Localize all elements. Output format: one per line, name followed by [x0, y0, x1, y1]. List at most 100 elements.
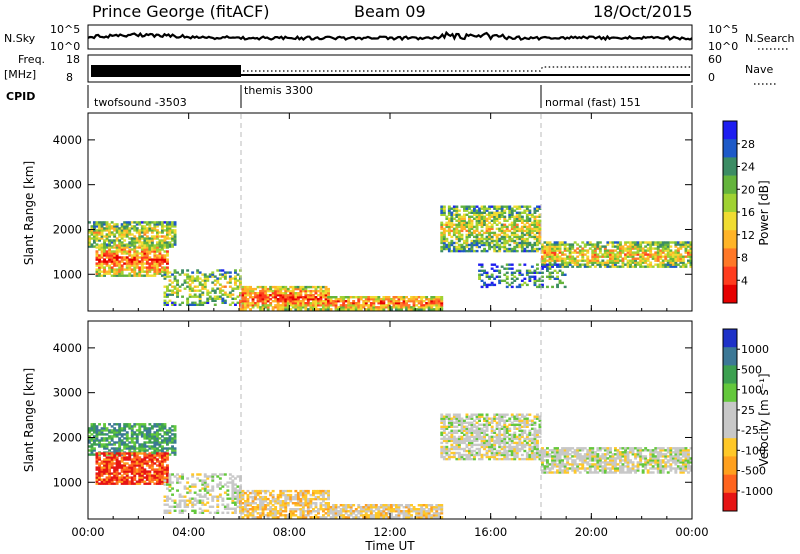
velocity-cell: [163, 511, 167, 514]
power-cell: [314, 300, 318, 303]
velocity-cell: [465, 449, 469, 453]
velocity-cell: [289, 514, 293, 517]
power-cell: [432, 296, 436, 299]
power-cell: [478, 273, 481, 276]
power-cell: [239, 281, 242, 284]
power-cell: [115, 260, 119, 263]
velocity-cell: [397, 504, 401, 507]
power-cell: [455, 225, 459, 229]
power-cell: [130, 227, 134, 230]
velocity-cell: [447, 425, 451, 428]
velocity-cell: [166, 478, 169, 481]
velocity-cell: [304, 510, 308, 513]
velocity-cell: [475, 437, 479, 441]
power-cell: [566, 247, 570, 250]
velocity-cell: [226, 497, 230, 500]
power-cell: [450, 221, 454, 224]
power-cell: [468, 247, 471, 251]
power-cell: [173, 269, 177, 272]
power-cell: [528, 211, 532, 214]
power-cell: [113, 239, 117, 242]
power-cell: [551, 253, 554, 256]
velocity-cell: [150, 454, 154, 457]
power-cell: [435, 306, 439, 309]
power-cell: [674, 243, 678, 246]
power-cell: [173, 225, 177, 228]
velocity-cell: [93, 429, 96, 432]
power-cell: [523, 219, 527, 222]
power-cell: [188, 295, 192, 298]
velocity-cell: [156, 472, 159, 475]
velocity-cell: [145, 427, 149, 430]
velocity-cell: [98, 433, 101, 436]
velocity-cell: [374, 516, 378, 519]
power-cell: [168, 293, 172, 296]
power-cell: [523, 223, 527, 226]
power-cell: [452, 247, 456, 251]
power-cell: [158, 241, 162, 244]
velocity-cell: [397, 516, 401, 519]
power-cell: [339, 304, 343, 307]
power-cell: [520, 231, 524, 235]
power-cell: [573, 261, 577, 264]
velocity-cell: [138, 423, 142, 426]
power-cell: [488, 235, 491, 239]
power-cell: [520, 233, 524, 237]
power-cell: [173, 291, 177, 294]
velocity-cell: [120, 468, 124, 471]
power-cell: [186, 281, 190, 284]
power-cell: [150, 246, 154, 249]
power-cell: [463, 249, 466, 253]
power-cell: [405, 306, 408, 309]
velocity-cell: [254, 510, 257, 513]
power-cell: [515, 217, 519, 220]
power-cell: [337, 300, 340, 303]
velocity-cell: [266, 504, 270, 507]
power-cell: [475, 229, 479, 233]
power-cell: [309, 302, 313, 305]
power-cell: [463, 219, 466, 222]
power-cell: [422, 296, 426, 299]
power-cell: [450, 243, 454, 247]
power-cell: [621, 251, 625, 254]
power-cell: [158, 235, 162, 238]
power-cell: [452, 229, 456, 233]
power-cell: [412, 308, 416, 311]
velocity-cell: [432, 508, 436, 511]
power-cell: [347, 298, 351, 301]
velocity-cell: [143, 435, 147, 438]
velocity-cell: [105, 466, 109, 469]
power-cell: [329, 304, 333, 307]
velocity-cell: [261, 504, 265, 507]
velocity-cell: [259, 504, 262, 507]
velocity-cell: [166, 474, 169, 477]
power-cell: [515, 237, 519, 241]
power-cell: [583, 253, 587, 256]
power-cell: [478, 241, 481, 245]
velocity-cell: [125, 425, 129, 428]
power-cell: [571, 257, 575, 260]
velocity-cell: [264, 514, 268, 517]
power-cell: [314, 308, 318, 311]
velocity-cell: [450, 425, 454, 428]
power-cell: [495, 235, 499, 239]
velocity-cell: [457, 429, 461, 432]
velocity-cell: [289, 489, 293, 493]
velocity-cell: [473, 449, 476, 453]
power-cell: [440, 209, 444, 212]
power-cell: [581, 249, 585, 252]
power-cell: [385, 304, 388, 307]
power-cell: [166, 252, 169, 255]
power-cell: [359, 298, 363, 301]
power-cell: [163, 273, 167, 276]
power-cell: [158, 256, 162, 259]
velocity-cell: [123, 472, 127, 475]
power-cell: [286, 308, 290, 311]
velocity-cell: [463, 419, 466, 422]
power-cell: [523, 249, 527, 253]
power-cell: [98, 244, 101, 247]
velocity-cell: [234, 495, 237, 498]
power-cell: [490, 245, 494, 249]
power-cell: [636, 245, 640, 248]
power-cell: [367, 298, 371, 301]
